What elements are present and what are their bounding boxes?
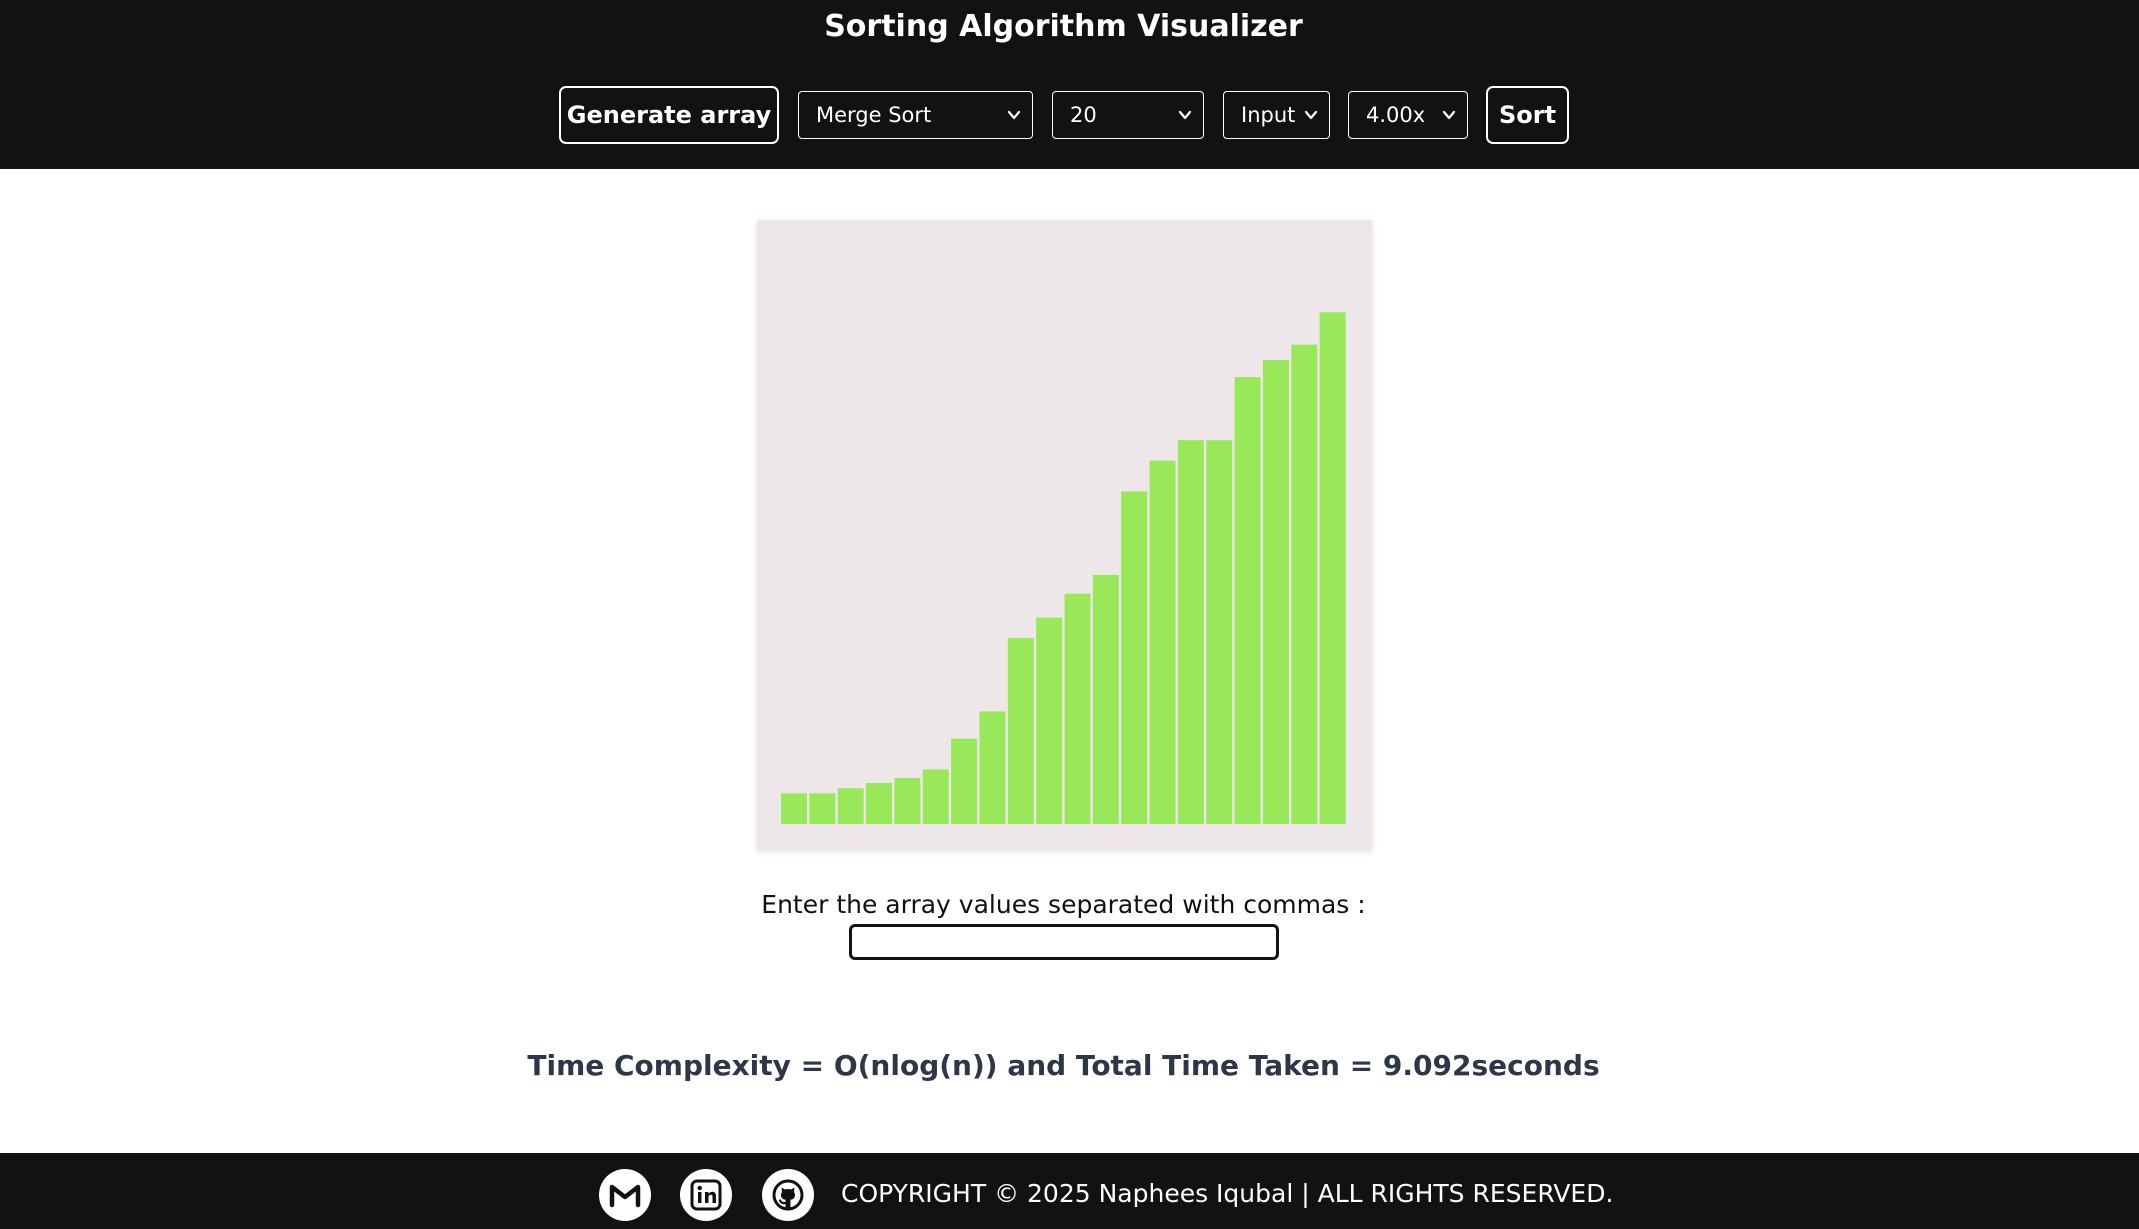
chevron-down-icon: [1178, 110, 1192, 120]
footer-bar: COPYRIGHT © 2025 Naphees Iqubal | ALL RI…: [0, 1153, 2139, 1229]
linkedin-icon: [690, 1179, 722, 1211]
algorithm-select[interactable]: Merge Sort: [798, 91, 1033, 139]
controls-row: Generate array Merge Sort 20 Input: [0, 86, 2127, 148]
linkedin-link[interactable]: [680, 1169, 732, 1221]
array-bar-12: [1092, 574, 1119, 824]
array-bar-16: [1206, 440, 1233, 824]
gmail-link[interactable]: [599, 1169, 651, 1221]
array-bar-4: [866, 783, 893, 824]
array-size-select[interactable]: 20: [1052, 91, 1204, 139]
array-bar-10: [1036, 617, 1063, 824]
header-bar: Sorting Algorithm Visualizer Generate ar…: [0, 0, 2139, 169]
speed-select-value: 4.00x: [1366, 103, 1426, 127]
array-size-select-value: 20: [1070, 103, 1097, 127]
array-bar-6: [922, 769, 949, 824]
array-bar-2: [809, 793, 836, 824]
array-bar-17: [1234, 377, 1261, 824]
input-mode-select[interactable]: Input: [1223, 91, 1330, 139]
speed-select[interactable]: 4.00x: [1348, 91, 1468, 139]
array-bar-8: [979, 711, 1006, 824]
github-link[interactable]: [762, 1169, 814, 1221]
array-bar-11: [1064, 593, 1091, 824]
bar-chart: [781, 312, 1346, 824]
gmail-icon: [609, 1184, 641, 1208]
app-title: Sorting Algorithm Visualizer: [824, 9, 1303, 44]
array-bar-1: [781, 793, 807, 824]
array-bar-7: [951, 738, 978, 824]
complexity-text: Time Complexity = O(nlog(n)) and Total T…: [527, 1049, 1600, 1082]
bar-chart-container: [757, 220, 1372, 850]
array-values-input[interactable]: [849, 924, 1279, 960]
chevron-down-icon: [1304, 110, 1318, 120]
array-bar-20: [1319, 312, 1346, 824]
copyright-text: COPYRIGHT © 2025 Naphees Iqubal | ALL RI…: [841, 1179, 1614, 1208]
array-bar-13: [1121, 491, 1148, 824]
generate-array-button[interactable]: Generate array: [559, 86, 779, 144]
algorithm-select-value: Merge Sort: [816, 103, 932, 127]
input-mode-select-value: Input: [1241, 103, 1296, 127]
array-bar-5: [894, 777, 921, 824]
array-bar-19: [1291, 344, 1318, 824]
github-icon: [772, 1179, 804, 1211]
array-bar-15: [1177, 440, 1204, 824]
chevron-down-icon: [1442, 110, 1456, 120]
sort-button[interactable]: Sort: [1486, 86, 1569, 144]
array-bar-18: [1262, 360, 1289, 824]
array-bar-14: [1149, 460, 1176, 824]
array-bar-9: [1007, 638, 1034, 824]
array-bar-3: [837, 788, 864, 824]
chevron-down-icon: [1007, 110, 1021, 120]
array-input-label: Enter the array values separated with co…: [761, 890, 1366, 919]
